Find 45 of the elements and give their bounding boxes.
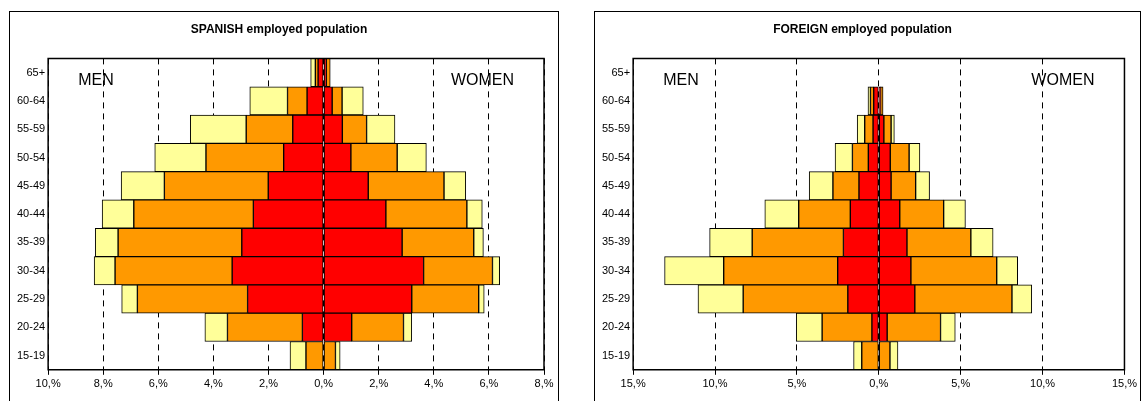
x-tick-label: 6,% — [148, 377, 169, 390]
x-tick-label: 2,% — [369, 377, 389, 390]
x-tick-label: 10,% — [1030, 377, 1056, 390]
y-tick-label: 45-49 — [601, 178, 631, 191]
y-tick-label: 50-54 — [16, 150, 46, 163]
y-tick-label: 65+ — [26, 65, 46, 78]
y-tick-label: 25-29 — [601, 292, 631, 305]
y-tick-label: 20-24 — [16, 320, 46, 333]
x-tick-label: 0,% — [314, 377, 334, 390]
x-tick-label: 4,% — [424, 377, 444, 390]
y-tick-label: 55-59 — [601, 122, 631, 135]
y-tick-label: 20-24 — [601, 320, 631, 333]
x-tick-label: 8,% — [93, 377, 113, 390]
y-tick-label: 40-44 — [16, 207, 46, 220]
y-tick-label: 60-64 — [601, 93, 631, 106]
y-tick-label: 15-19 — [16, 348, 46, 361]
annotation: WOMEN — [450, 70, 514, 88]
x-tick-label: 10,% — [702, 377, 728, 390]
annotation: WOMEN — [1031, 70, 1095, 88]
y-tick-label: 35-39 — [16, 235, 46, 248]
y-tick-label: 60-64 — [16, 93, 46, 106]
y-tick-label: 55-59 — [16, 122, 46, 135]
x-tick-label: 5,% — [951, 377, 971, 390]
y-tick-label: 30-34 — [601, 263, 631, 276]
x-tick-label: 4,% — [203, 377, 224, 390]
x-tick-label: 15,% — [1111, 377, 1138, 390]
x-tick-label: 8,% — [534, 377, 554, 390]
x-tick-label: 6,% — [479, 377, 499, 390]
y-tick-label: 40-44 — [601, 207, 631, 220]
y-tick-label: 35-39 — [601, 235, 631, 248]
x-tick-label: 5,% — [787, 377, 807, 390]
annotation: MEN — [78, 70, 114, 88]
y-tick-label: 45-49 — [16, 178, 46, 191]
y-tick-label: 65+ — [611, 65, 631, 78]
x-tick-label: 15,% — [620, 377, 646, 390]
annotation: MEN — [663, 70, 699, 88]
x-tick-label: 10,% — [35, 377, 61, 390]
x-tick-label: 0,% — [869, 377, 889, 390]
chart-title: SPANISH employed population — [190, 21, 368, 36]
y-tick-label: 25-29 — [16, 292, 46, 305]
y-tick-label: 30-34 — [16, 263, 46, 276]
x-tick-label: 2,% — [259, 377, 279, 390]
y-tick-label: 50-54 — [601, 150, 631, 163]
chart-title: FOREIGN employed population — [773, 21, 952, 36]
y-tick-label: 15-19 — [601, 348, 631, 361]
